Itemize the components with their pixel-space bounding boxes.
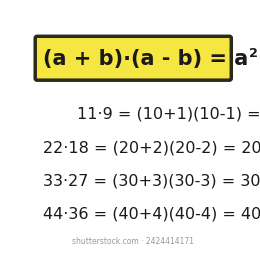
FancyBboxPatch shape [35,36,231,80]
Text: 22·18 = (20+2)(20-2) = 20: 22·18 = (20+2)(20-2) = 20 [43,140,260,155]
Text: - b: - b [258,49,260,69]
Text: 33·27 = (30+3)(30-3) = 30: 33·27 = (30+3)(30-3) = 30 [43,173,260,188]
Text: 11·9 = (10+1)(10-1) = 10: 11·9 = (10+1)(10-1) = 10 [77,107,260,122]
Text: 2: 2 [249,47,258,60]
Text: 44·36 = (40+4)(40-4) = 40: 44·36 = (40+4)(40-4) = 40 [43,206,260,221]
Text: (a + b)·(a - b) = a: (a + b)·(a - b) = a [43,49,249,69]
Text: shutterstock.com · 2424414171: shutterstock.com · 2424414171 [72,237,194,246]
